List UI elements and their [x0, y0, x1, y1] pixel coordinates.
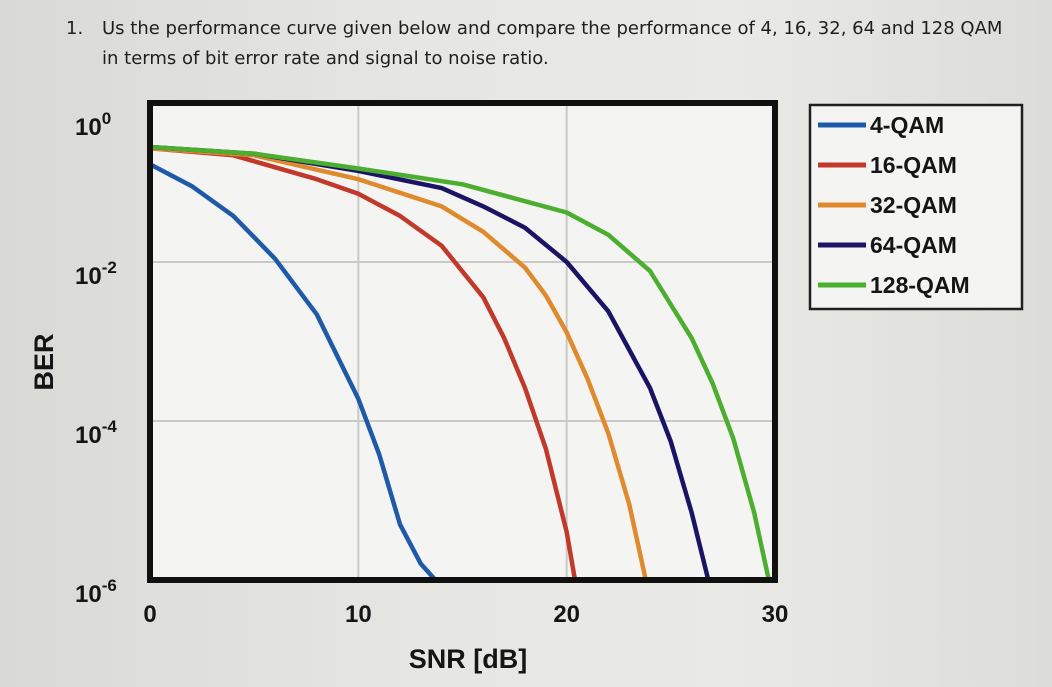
series-line-16-qam — [147, 145, 578, 583]
y-tick-label: 10-6 — [75, 576, 117, 608]
plot-frame — [147, 100, 778, 583]
series-line-128-qam — [147, 144, 772, 583]
legend-label-16-qam: 16-QAM — [870, 152, 957, 178]
legend-label-128-qam: 128-QAM — [870, 272, 970, 298]
question-number: 1. — [66, 18, 84, 39]
legend: 4-QAM 16-QAM 32-QAM 64-QAM 128-QAM — [808, 103, 1024, 311]
y-axis-label: BER — [29, 333, 59, 390]
x-axis-label: SNR [dB] — [409, 644, 527, 674]
question-text: Us the performance curve given below and… — [102, 18, 1003, 69]
legend-label-64-qam: 64-QAM — [870, 232, 957, 258]
y-tick-label: 10-2 — [75, 258, 117, 290]
series-line-4-qam — [147, 161, 438, 583]
x-tick-label: 0 — [143, 601, 156, 628]
legend-label-4-qam: 4-QAM — [870, 112, 944, 138]
plot-area — [150, 103, 775, 580]
legend-label-32-qam: 32-QAM — [870, 192, 957, 218]
x-tick-label: 20 — [553, 601, 580, 628]
y-tick-label: 10-4 — [75, 417, 117, 449]
x-tick-label: 30 — [762, 601, 789, 628]
series-line-32-qam — [147, 145, 649, 583]
y-tick-label: 100 — [75, 109, 111, 141]
x-tick-label: 10 — [345, 601, 372, 628]
